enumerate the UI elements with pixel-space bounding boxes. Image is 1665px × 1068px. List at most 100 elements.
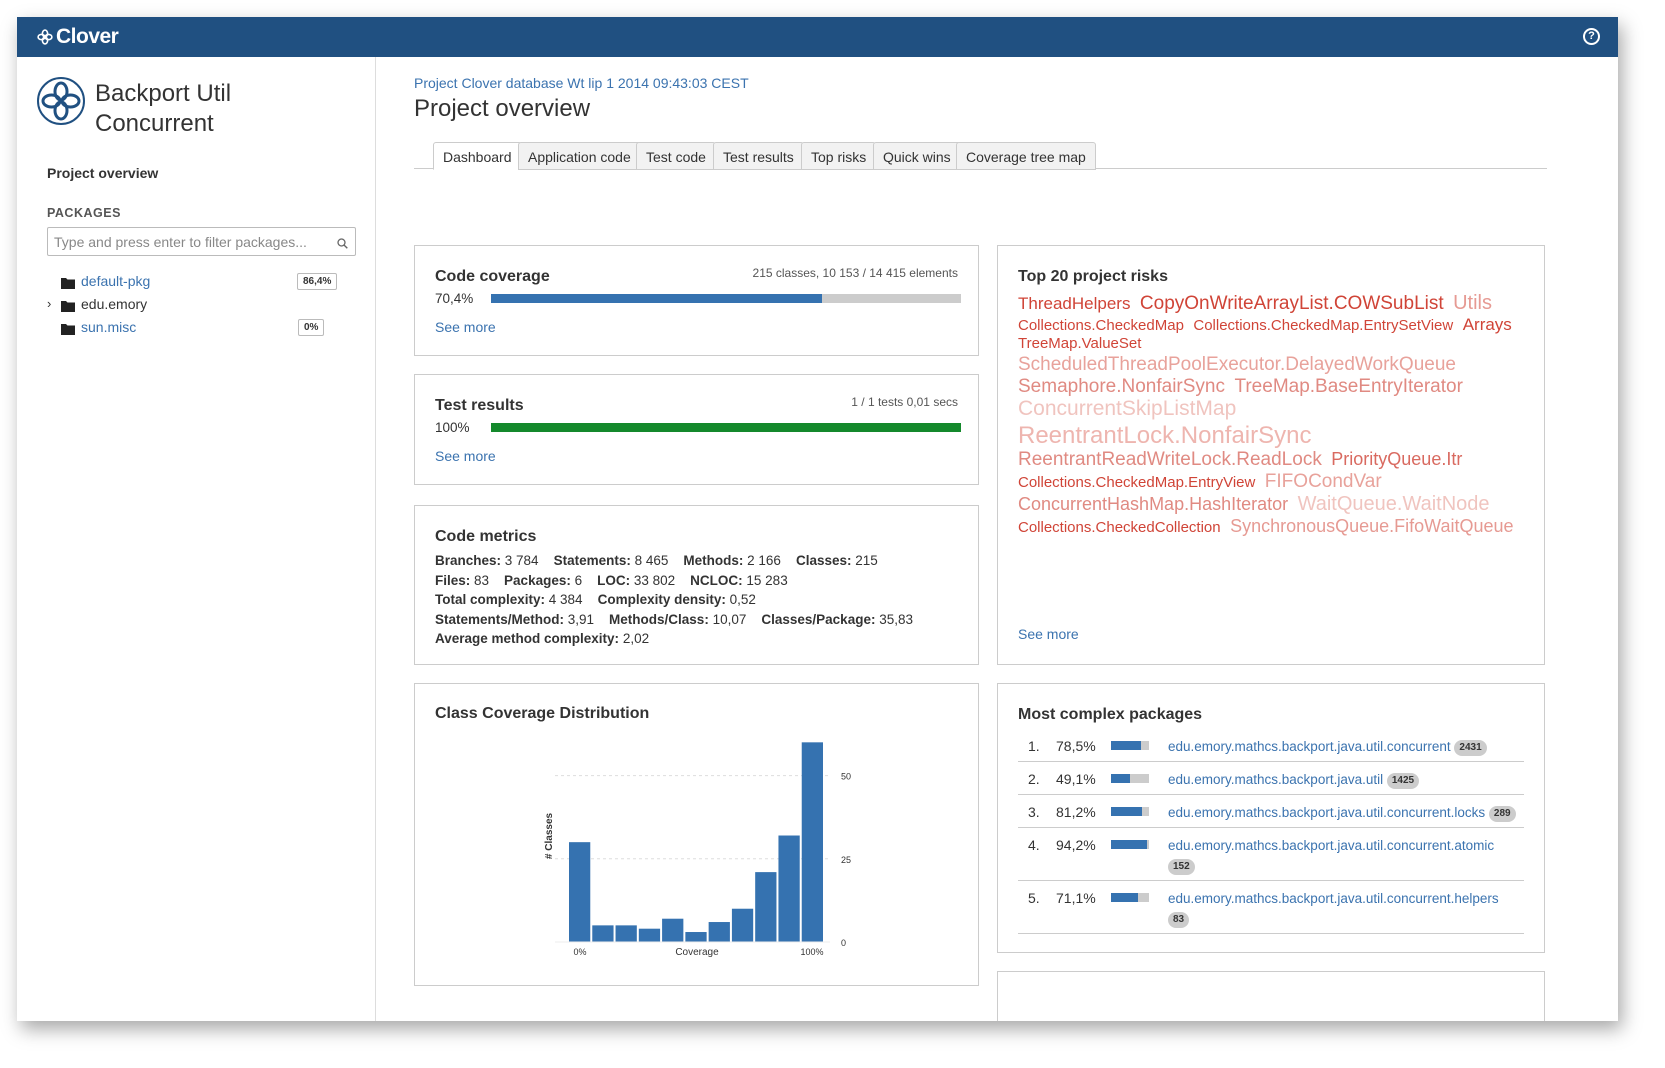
complex-package-row: 5. 71,1% edu.emory.mathcs.backport.java.… [1018,881,1524,934]
package-link[interactable]: edu.emory.mathcs.backport.java.util.conc… [1168,803,1518,823]
package-link[interactable]: edu.emory.mathcs.backport.java.util.conc… [1168,889,1518,929]
package-item[interactable]: sun.misc 0% [47,318,347,338]
package-link[interactable]: edu.emory.mathcs.backport.java.util 1425 [1168,770,1518,790]
tab-dashboard[interactable]: Dashboard [433,142,522,170]
metric-value: 33 802 [630,572,676,588]
folder-icon [61,276,75,292]
metric-item: Branches: 3 784 [435,553,539,568]
complex-package-row: 3. 81,2% edu.emory.mathcs.backport.java.… [1018,795,1524,828]
complexity-badge: 289 [1488,806,1516,822]
risk-class-link[interactable]: FIFOCondVar [1264,471,1382,493]
brand-name: Clover [56,25,119,48]
card-title: Class Coverage Distribution [435,705,650,722]
metric-item: Classes/Package: 35,83 [761,612,913,627]
metric-label: Complexity density: [597,592,726,607]
metric-label: Total complexity: [435,592,546,607]
folder-icon [61,299,75,315]
risk-class-link[interactable]: Collections.CheckedMap.EntrySetView [1193,317,1454,334]
package-coverage: 94,2% [1056,837,1096,853]
chart-bar [592,925,614,942]
risk-class-link[interactable]: ConcurrentHashMap.HashIterator [1018,493,1289,514]
tab-test-results[interactable]: Test results [713,142,804,170]
package-name[interactable]: default-pkg [81,273,151,289]
risk-class-link[interactable]: SynchronousQueue.FifoWaitQueue [1230,515,1514,536]
risk-class-link[interactable]: ReentrantReadWriteLock.ReadLock [1018,449,1322,471]
package-name[interactable]: edu.emory [81,296,148,312]
metric-label: Methods/Class: [609,611,709,627]
metric-item: Total complexity: 4 384 [435,592,583,607]
app-window: Clover ? Backport Util Concurrent Projec… [17,17,1618,1021]
package-name[interactable]: sun.misc [81,319,137,335]
code-metrics-card: Code metrics Branches: 3 784 Statements: … [414,505,979,665]
package-coverage: 81,2% [1056,804,1096,820]
risk-class-link[interactable]: ScheduledThreadPoolExecutor.DelayedWorkQ… [1018,353,1456,375]
metrics-row: Files: 83 Packages: 6 LOC: 33 802 NCLOC: 15… [435,571,928,591]
package-filter-input[interactable] [48,228,318,255]
database-info-link[interactable]: Project Clover database Wt lip 1 2014 09… [414,75,749,91]
package-link[interactable]: edu.emory.mathcs.backport.java.util.conc… [1168,836,1518,876]
risk-class-link[interactable]: WaitQueue.WaitNode [1297,492,1490,515]
risk-class-link[interactable]: Arrays [1462,315,1512,334]
tab-coverage-tree-map[interactable]: Coverage tree map [956,142,1096,170]
package-name[interactable]: edu.emory.mathcs.backport.java.util.conc… [1168,805,1486,820]
package-coverage: 71,1% [1056,890,1096,906]
metric-value: 2,02 [619,631,650,646]
risk-class-link[interactable]: TreeMap.ValueSet [1018,335,1142,353]
risk-class-link[interactable]: Collections.CheckedMap.EntryView [1018,474,1256,492]
risk-class-link[interactable]: Collections.CheckedCollection [1018,518,1221,536]
metric-value: 10,07 [708,611,747,627]
package-rank: 2. [1028,771,1040,787]
tab-top-risks[interactable]: Top risks [801,142,877,170]
help-icon[interactable]: ? [1583,28,1600,45]
chart-x-tick-label: 100% [800,947,823,957]
tab-test-code[interactable]: Test code [636,142,716,170]
metric-item: Methods/Class: 10,07 [609,612,746,627]
risk-class-link[interactable]: TreeMap.BaseEntryIterator [1234,375,1463,397]
package-item[interactable]: default-pkg 86,4% [47,272,347,292]
complexity-badge: 152 [1168,859,1195,875]
metric-item: LOC: 33 802 [597,573,675,588]
tests-percent: 100% [435,420,470,435]
complex-package-row: 2. 49,1% edu.emory.mathcs.backport.java.… [1018,762,1524,795]
tab-quick-wins[interactable]: Quick wins [873,142,961,170]
package-name[interactable]: edu.emory.mathcs.backport.java.util.conc… [1168,838,1495,853]
package-name[interactable]: edu.emory.mathcs.backport.java.util [1168,772,1384,787]
test-results-card: Test results 1 / 1 tests 0,01 secs 100% … [414,374,979,485]
expand-chevron-icon[interactable]: › [47,296,52,311]
package-coverage-bar-fill [1111,840,1147,849]
risk-class-link[interactable]: Collections.CheckedMap [1018,317,1184,334]
package-filter[interactable] [47,227,356,256]
chart-bar [708,922,730,942]
risk-class-link[interactable]: ReentrantLock.NonfairSync [1018,421,1312,449]
tab-application-code[interactable]: Application code [518,142,641,170]
tests-bar-fill [491,423,961,432]
package-name[interactable]: edu.emory.mathcs.backport.java.util.conc… [1168,891,1499,906]
chart-bar [731,908,754,942]
coverage-see-more-link[interactable]: See more [435,319,496,335]
metrics-list: Branches: 3 784 Statements: 8 465 Methods:… [435,551,928,649]
sidebar-project-overview[interactable]: Project overview [47,165,159,181]
chart-bar [778,835,800,942]
metric-item: Complexity density: 0,52 [598,592,756,607]
package-link[interactable]: edu.emory.mathcs.backport.java.util.conc… [1168,737,1518,757]
metric-value: 3,91 [564,611,595,627]
clover-brand[interactable]: Clover [37,25,119,49]
coverage-bar-fill [491,294,822,303]
package-rank: 4. [1028,837,1040,853]
metric-item: Packages: 6 [504,573,582,588]
tests-see-more-link[interactable]: See more [435,448,496,464]
risk-class-link[interactable]: ConcurrentSkipListMap [1018,397,1237,421]
package-name[interactable]: edu.emory.mathcs.backport.java.util.conc… [1168,739,1451,754]
risk-class-link[interactable]: Utils [1453,292,1492,314]
chart-bar [569,842,591,942]
top-bar: Clover ? [17,17,1618,57]
metric-item: Statements: 8 465 [554,553,669,568]
risk-class-link[interactable]: ThreadHelpers [1018,294,1131,313]
risk-class-link[interactable]: PriorityQueue.Itr [1331,449,1463,470]
package-item[interactable]: › edu.emory [47,295,347,315]
metric-value: 6 [570,572,583,588]
risk-class-link[interactable]: CopyOnWriteArrayList.COWSubList [1139,293,1444,314]
risks-see-more-link[interactable]: See more [1018,626,1079,642]
risk-class-link[interactable]: Semaphore.NonfairSync [1018,375,1225,397]
complexity-badge: 83 [1168,912,1190,928]
